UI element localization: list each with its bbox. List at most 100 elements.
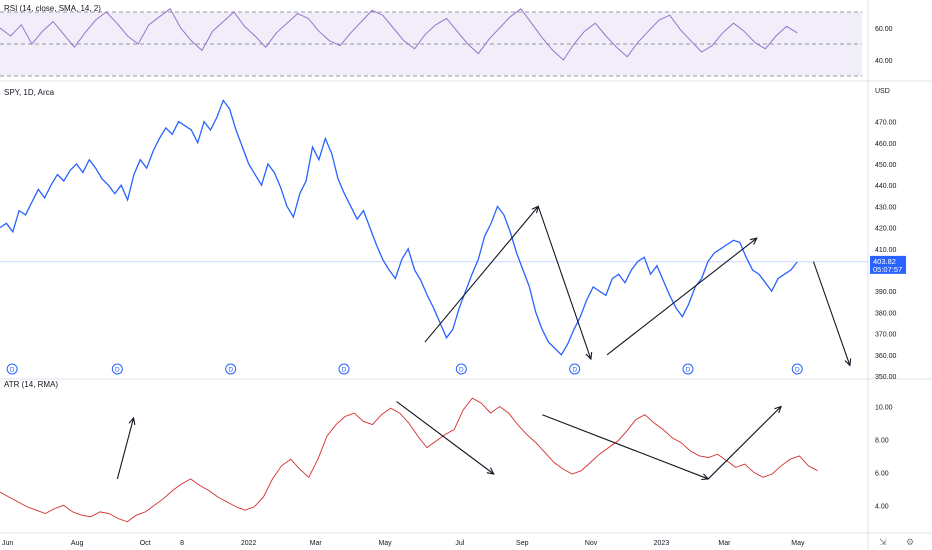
atr-arrow-shaft — [396, 401, 495, 475]
time-axis-label: May — [791, 540, 805, 547]
price-annotations[interactable] — [424, 205, 852, 367]
atr-arrow[interactable] — [396, 401, 495, 475]
dividend-marker-circle — [791, 363, 803, 375]
price-tick-label: 460.00 — [875, 141, 897, 148]
rsi-tick-label: 40.00 — [875, 58, 893, 65]
atr-arrow-shaft — [116, 417, 135, 480]
price-y-axis: 470.00 460.00 450.00 440.00 430.00 420.00 410.… — [875, 120, 897, 381]
last-price-tag: 403.82 05:07:57 — [870, 255, 906, 274]
atr-arrow[interactable] — [116, 416, 136, 480]
dividend-marker-label: D — [115, 367, 120, 374]
dividend-marker-circle — [111, 363, 123, 375]
time-axis-label: 2023 — [654, 540, 670, 547]
last-price-value: 403.82 — [873, 257, 896, 266]
time-axis-label: Nov — [585, 540, 598, 547]
atr-tick-label: 8.00 — [875, 437, 889, 444]
dividend-marker[interactable]: D — [6, 363, 18, 375]
gear-icon[interactable]: ⚙ — [906, 537, 914, 547]
price-tick-label: 350.00 — [875, 374, 897, 381]
dividend-marker-label: D — [10, 367, 15, 374]
price-tick-label: 380.00 — [875, 310, 897, 317]
atr-arrow-shaft — [707, 406, 782, 480]
time-axis-label: Oct — [140, 540, 151, 547]
price-arrow[interactable] — [812, 261, 852, 367]
dividend-marker[interactable]: D — [111, 363, 123, 375]
dividend-marker[interactable]: D — [455, 363, 467, 375]
price-tick-label: 420.00 — [875, 226, 897, 233]
time-axis-label: Jul — [455, 540, 464, 547]
price-tick-label: 390.00 — [875, 289, 897, 296]
price-arrow-shaft — [424, 206, 539, 343]
atr-arrow-head — [486, 467, 495, 475]
dividend-marker[interactable]: D — [338, 363, 350, 375]
time-axis-label: Aug — [71, 540, 84, 547]
dividend-marker[interactable]: D — [569, 363, 581, 375]
price-title: SPY, 1D, Arca — [4, 88, 55, 97]
dividend-marker-circle — [455, 363, 467, 375]
dividend-marker-label: D — [459, 367, 464, 374]
atr-tick-label: 4.00 — [875, 503, 889, 510]
price-line — [0, 99, 798, 356]
atr-arrow-head — [128, 416, 136, 425]
dividend-marker-label: D — [795, 367, 800, 374]
dividend-marker-label: D — [342, 367, 347, 374]
arrows-icon[interactable]: ⇲ — [879, 537, 887, 547]
time-axis[interactable]: Jun Aug Oct 8 2022 Mar May Jul Sep Nov 2023 Mar May — [2, 540, 805, 547]
price-arrow-head — [844, 358, 852, 367]
rsi-tick-label: 60.00 — [875, 26, 893, 33]
price-arrow[interactable] — [606, 237, 758, 356]
price-arrow-head — [585, 352, 593, 361]
atr-tick-label: 10.00 — [875, 404, 893, 411]
atr-annotations[interactable] — [116, 401, 782, 481]
atr-line — [0, 397, 818, 523]
atr-y-axis: 10.00 8.00 6.00 4.00 — [875, 404, 893, 510]
price-tick-label: 440.00 — [875, 183, 897, 190]
dividend-marker-circle — [225, 363, 237, 375]
rsi-pane[interactable]: RSI (14, close, SMA, 14, 2) 60.00 40.00 — [0, 4, 893, 77]
currency-label: USD — [875, 88, 890, 95]
time-axis-label: 8 — [180, 540, 184, 547]
dividend-marker-circle — [6, 363, 18, 375]
dividend-marker-label: D — [572, 367, 577, 374]
price-arrow-head — [749, 237, 758, 245]
atr-title: ATR (14, RMA) — [4, 380, 58, 389]
dividend-marker[interactable]: D — [682, 363, 694, 375]
dividend-marker-circle — [682, 363, 694, 375]
time-axis-label: Mar — [310, 540, 323, 547]
price-arrow-shaft — [812, 261, 851, 366]
price-arrow-shaft — [606, 237, 758, 356]
dividend-marker-circle — [569, 363, 581, 375]
price-tick-label: 410.00 — [875, 247, 897, 254]
price-arrow[interactable] — [424, 205, 540, 343]
dividend-marker-circle — [338, 363, 350, 375]
dividend-marker-label: D — [686, 367, 691, 374]
atr-tick-label: 6.00 — [875, 470, 889, 477]
time-axis-label: Sep — [516, 540, 529, 547]
price-tick-label: 430.00 — [875, 204, 897, 211]
atr-pane[interactable]: ATR (14, RMA) 10.00 8.00 6.00 4.00 — [0, 380, 893, 523]
price-tick-label: 360.00 — [875, 353, 897, 360]
rsi-guides — [0, 11, 862, 77]
dividend-marker[interactable]: D — [225, 363, 237, 375]
atr-arrow[interactable] — [707, 405, 782, 480]
price-arrow[interactable] — [537, 206, 593, 361]
time-axis-label: May — [378, 540, 392, 547]
price-arrow-shaft — [537, 206, 592, 360]
atr-arrow[interactable] — [542, 414, 710, 481]
last-price-tag-bg — [870, 255, 906, 274]
atr-arrow-head — [774, 405, 782, 414]
rsi-title: RSI (14, close, SMA, 14, 2) — [4, 4, 101, 13]
time-axis-label: Jun — [2, 540, 13, 547]
price-tick-label: 370.00 — [875, 332, 897, 339]
time-axis-label: 2022 — [241, 540, 257, 547]
dividend-marker[interactable]: D — [791, 363, 803, 375]
price-tick-label: 450.00 — [875, 162, 897, 169]
time-axis-label: Mar — [718, 540, 731, 547]
rsi-y-axis: 60.00 40.00 — [875, 26, 893, 65]
rsi-line — [0, 8, 798, 61]
atr-arrow-shaft — [542, 414, 709, 480]
